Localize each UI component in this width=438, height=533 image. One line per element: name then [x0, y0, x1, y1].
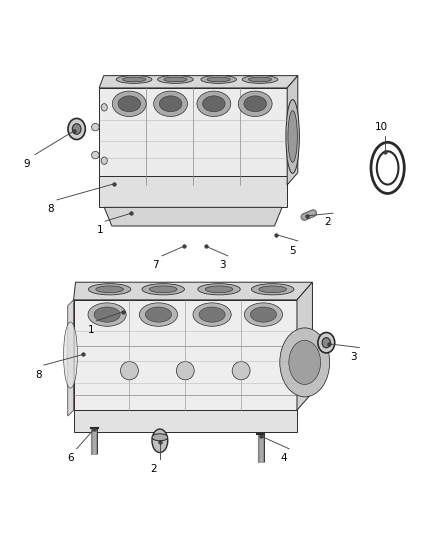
- Ellipse shape: [251, 284, 294, 295]
- Polygon shape: [297, 282, 312, 410]
- Ellipse shape: [152, 429, 168, 453]
- Ellipse shape: [72, 124, 81, 134]
- Ellipse shape: [96, 286, 124, 293]
- Ellipse shape: [318, 333, 335, 353]
- Ellipse shape: [116, 76, 152, 83]
- Ellipse shape: [92, 151, 99, 159]
- Ellipse shape: [248, 77, 272, 82]
- Circle shape: [101, 157, 107, 164]
- Polygon shape: [68, 300, 74, 416]
- Text: 2: 2: [324, 217, 331, 227]
- Ellipse shape: [64, 322, 78, 388]
- Ellipse shape: [377, 151, 399, 184]
- Ellipse shape: [154, 91, 187, 117]
- Ellipse shape: [244, 96, 266, 112]
- Ellipse shape: [68, 118, 85, 140]
- Ellipse shape: [259, 286, 286, 293]
- Polygon shape: [74, 410, 297, 432]
- Ellipse shape: [251, 307, 276, 322]
- Ellipse shape: [118, 96, 141, 112]
- Ellipse shape: [289, 340, 321, 384]
- Text: 1: 1: [88, 326, 95, 335]
- Ellipse shape: [205, 286, 233, 293]
- Ellipse shape: [149, 286, 177, 293]
- Ellipse shape: [242, 76, 278, 83]
- Ellipse shape: [280, 328, 330, 397]
- Ellipse shape: [199, 307, 225, 322]
- Ellipse shape: [286, 100, 299, 173]
- Ellipse shape: [322, 337, 331, 348]
- Ellipse shape: [177, 361, 194, 380]
- Text: 7: 7: [152, 261, 159, 270]
- Ellipse shape: [88, 284, 131, 295]
- Ellipse shape: [198, 284, 240, 295]
- Polygon shape: [99, 76, 298, 88]
- Ellipse shape: [112, 91, 146, 117]
- Ellipse shape: [159, 96, 182, 112]
- Ellipse shape: [244, 303, 283, 326]
- Text: 3: 3: [350, 352, 357, 362]
- Ellipse shape: [207, 77, 230, 82]
- Text: 9: 9: [24, 159, 31, 168]
- Text: 8: 8: [47, 204, 54, 214]
- Ellipse shape: [158, 76, 193, 83]
- Text: 3: 3: [219, 261, 226, 270]
- Polygon shape: [104, 207, 282, 226]
- Ellipse shape: [88, 303, 126, 326]
- Ellipse shape: [202, 96, 225, 112]
- Ellipse shape: [232, 361, 250, 380]
- Ellipse shape: [142, 284, 184, 295]
- Ellipse shape: [120, 361, 138, 380]
- Text: 8: 8: [35, 370, 42, 379]
- Text: 10: 10: [374, 122, 388, 132]
- Ellipse shape: [288, 111, 297, 162]
- Ellipse shape: [201, 76, 237, 83]
- Polygon shape: [287, 76, 298, 185]
- Polygon shape: [99, 176, 287, 207]
- Text: 5: 5: [289, 246, 296, 255]
- Ellipse shape: [197, 91, 231, 117]
- Polygon shape: [74, 282, 312, 300]
- Ellipse shape: [152, 434, 168, 441]
- Circle shape: [101, 103, 107, 111]
- Text: 1: 1: [96, 225, 103, 235]
- Ellipse shape: [164, 77, 187, 82]
- Ellipse shape: [193, 303, 231, 326]
- Text: 6: 6: [67, 454, 74, 463]
- Ellipse shape: [238, 91, 272, 117]
- Text: 2: 2: [150, 464, 157, 474]
- Ellipse shape: [123, 77, 146, 82]
- Text: 4: 4: [280, 454, 287, 463]
- Ellipse shape: [145, 307, 172, 322]
- Ellipse shape: [139, 303, 177, 326]
- Ellipse shape: [92, 124, 99, 131]
- Polygon shape: [99, 88, 287, 185]
- Ellipse shape: [94, 307, 120, 322]
- Polygon shape: [74, 300, 297, 410]
